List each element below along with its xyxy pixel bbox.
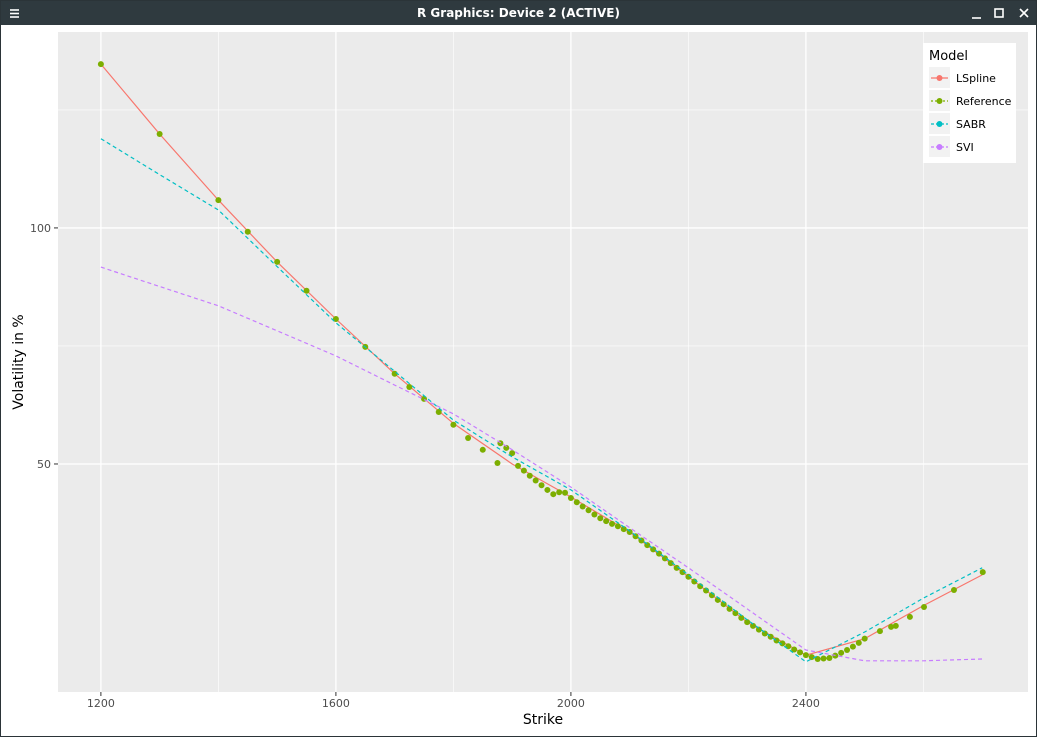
data-point <box>509 450 516 457</box>
series-line <box>100 138 983 663</box>
data-point <box>779 640 786 647</box>
data-point <box>585 507 592 514</box>
data-point <box>755 626 762 633</box>
data-point <box>738 614 745 621</box>
data-point <box>791 646 798 653</box>
data-point <box>838 649 845 656</box>
data-point <box>532 477 539 484</box>
data-point <box>906 613 913 620</box>
data-point <box>679 569 686 576</box>
y-tick-label: 50 <box>37 458 51 471</box>
legend-marker <box>936 75 943 81</box>
data-point <box>244 228 251 235</box>
data-point <box>979 569 986 576</box>
data-point <box>667 560 674 567</box>
legend-marker <box>936 144 943 150</box>
data-point <box>465 435 472 442</box>
data-point <box>826 655 833 662</box>
y-axis-title: Volatility in % <box>11 314 27 409</box>
data-point <box>876 628 883 635</box>
data-point <box>406 384 413 391</box>
data-point <box>591 511 598 518</box>
data-point <box>861 635 868 642</box>
data-point <box>562 489 569 496</box>
data-point <box>579 503 586 510</box>
data-point <box>597 515 604 522</box>
data-point <box>802 652 809 659</box>
data-point <box>526 472 533 479</box>
data-point <box>921 604 928 611</box>
legend-marker <box>936 98 943 104</box>
data-point <box>814 655 821 662</box>
data-point <box>849 643 856 650</box>
data-point <box>844 646 851 653</box>
data-point <box>744 619 751 626</box>
data-point <box>614 523 621 530</box>
legend-label: Reference <box>956 95 1012 108</box>
data-point <box>750 622 757 629</box>
data-point <box>515 462 522 469</box>
data-point <box>797 649 804 656</box>
x-tick-label: 1600 <box>322 697 350 710</box>
x-tick-label: 2400 <box>792 697 820 710</box>
x-tick-label: 1200 <box>87 697 115 710</box>
legend-label: LSpline <box>956 72 996 85</box>
data-point <box>673 564 680 571</box>
data-point <box>215 197 222 204</box>
data-point <box>435 409 442 416</box>
data-point <box>550 491 557 498</box>
data-point <box>567 494 574 501</box>
data-point <box>573 499 580 506</box>
data-point <box>97 61 104 68</box>
data-point <box>303 287 310 294</box>
x-tick-label: 2000 <box>557 697 585 710</box>
title-bar-icons <box>10 8 1029 19</box>
legend-label: SABR <box>956 118 986 131</box>
data-point <box>494 460 501 467</box>
legend-label: SVI <box>956 141 974 154</box>
data-point <box>808 654 815 661</box>
data-point <box>732 610 739 617</box>
data-point <box>888 623 895 630</box>
data-point <box>726 605 733 612</box>
data-point <box>544 486 551 493</box>
data-point <box>503 444 510 451</box>
data-point <box>274 258 281 265</box>
data-point <box>450 421 457 428</box>
x-axis-title: Strike <box>523 712 563 728</box>
data-point <box>950 587 957 594</box>
title-bar: R Graphics: Device 2 (ACTIVE) <box>1 1 1036 25</box>
data-point <box>520 467 527 474</box>
data-point <box>609 520 616 527</box>
legend-marker <box>936 121 943 127</box>
y-tick-label: 100 <box>30 222 51 235</box>
data-point <box>620 526 627 533</box>
data-point <box>820 655 827 662</box>
data-point <box>156 130 163 137</box>
chart: 1200 1600 2000 2400 50 100 Strike Volatility in… <box>11 32 1028 728</box>
data-point <box>538 482 545 489</box>
series-line <box>100 266 983 662</box>
data-point <box>479 446 486 453</box>
data-point <box>603 518 610 525</box>
data-point <box>855 639 862 646</box>
data-point <box>892 622 899 629</box>
window-title: R Graphics: Device 2 (ACTIVE) <box>417 6 620 20</box>
legend-title: Model <box>929 49 968 64</box>
data-point <box>556 489 563 496</box>
plot-panel <box>58 32 1028 692</box>
